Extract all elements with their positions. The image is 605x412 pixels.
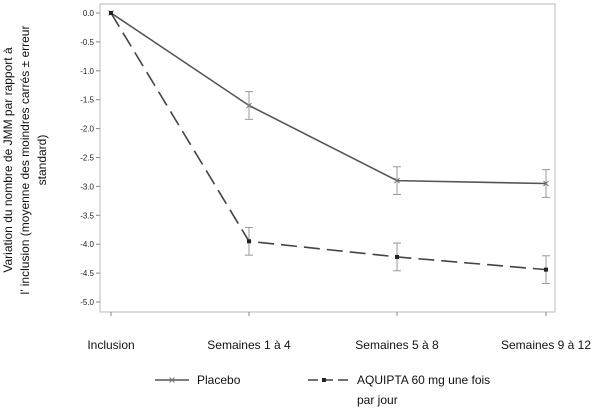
data-point-aquipta (395, 254, 399, 259)
y-axis-label-line-2: l’ inclusion (moyenne des moindres carré… (18, 26, 32, 295)
y-tick-label: -0.5 (80, 38, 94, 47)
y-tick-label: -3.5 (80, 211, 94, 220)
series-line-1 (110, 12, 547, 271)
x-category-semaines-5-8: Semaines 5 à 8 (355, 338, 439, 352)
data-point-placebo (246, 102, 252, 109)
y-tick-label: -2.0 (80, 125, 94, 134)
y-tick-label: -1.0 (80, 67, 94, 76)
y-tick-label: -3.0 (80, 182, 94, 191)
y-axis-label-line-3: standard) (35, 135, 49, 186)
y-tick-label: -4.0 (80, 240, 94, 249)
legend-placebo-label: Placebo (197, 373, 241, 387)
legend-placebo-marker (169, 377, 175, 383)
x-category-inclusion: Inclusion (87, 338, 134, 352)
plot-frame (99, 3, 556, 313)
data-point-aquipta (247, 239, 251, 244)
y-tick-label: -5.0 (80, 298, 94, 307)
series-line-0 (110, 12, 547, 185)
legend-aquipta-label-line-1: AQUIPTA 60 mg une fois (357, 373, 490, 387)
y-tick-label: -1.5 (80, 96, 94, 105)
data-point-aquipta (109, 11, 113, 15)
y-axis-label: Variation du nombre de JMM par rapport à… (1, 26, 49, 295)
y-tick-label: -4.5 (80, 269, 94, 278)
legend-aquipta-label-line-2: par jour (357, 393, 398, 407)
data-point-placebo (543, 180, 549, 187)
x-category-semaines-9-12: Semaines 9 à 12 (501, 338, 591, 352)
y-tick-label: 0.0 (83, 9, 95, 18)
data-point-aquipta (544, 267, 548, 272)
legend-aquipta-marker (322, 378, 326, 382)
data-point-placebo (394, 177, 400, 184)
x-axis-categories: Inclusion Semaines 1 à 4 Semaines 5 à 8 … (87, 338, 591, 352)
x-category-semaines-1-4: Semaines 1 à 4 (207, 338, 291, 352)
y-axis-ticks: 0.0 -0.5 -1.0 -1.5 -2.0 -2.5 -3.0 -3.5 -4.0 -4.5 -… (80, 9, 547, 316)
legend: Placebo AQUIPTA 60 mg une fois par jour (155, 373, 490, 407)
y-axis-label-line-1: Variation du nombre de JMM par rapport à (1, 47, 15, 273)
y-tick-label: -2.5 (80, 154, 94, 163)
series-layer (108, 10, 550, 285)
